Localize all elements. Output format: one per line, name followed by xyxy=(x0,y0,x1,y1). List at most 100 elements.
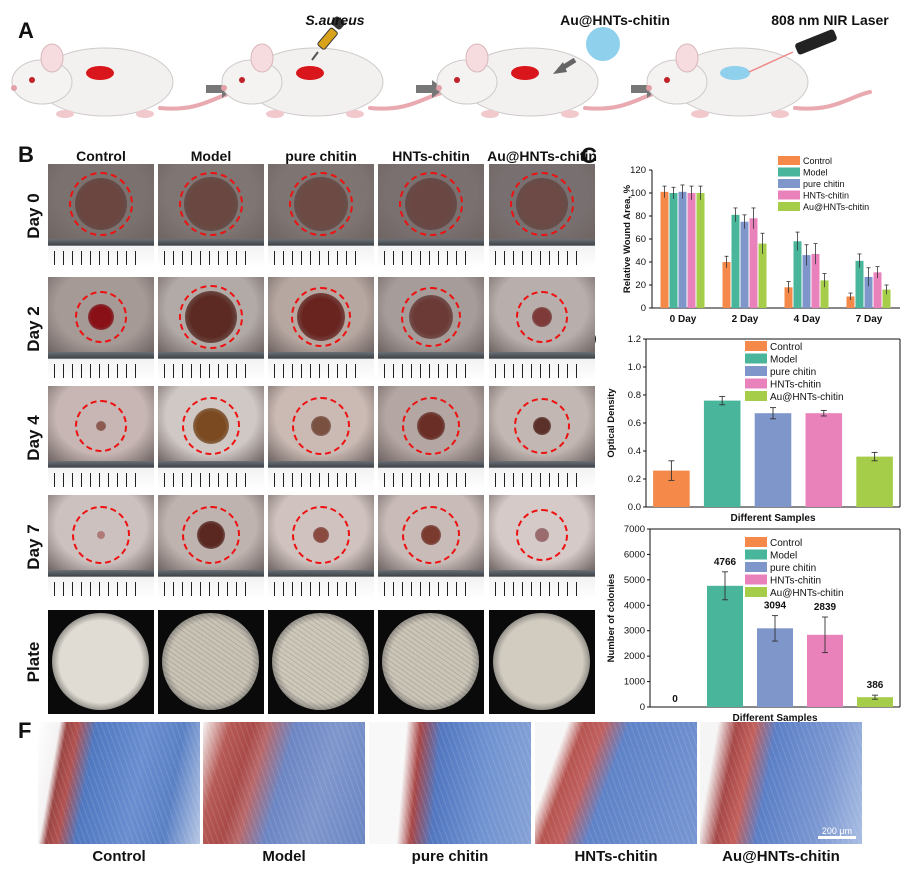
agar-plate-photo xyxy=(158,610,264,714)
y-tick-label: 0.6 xyxy=(628,418,641,429)
wound-mark xyxy=(511,66,539,80)
wound-photo xyxy=(48,277,154,381)
data-label: 2839 xyxy=(814,602,837,613)
wound-photo xyxy=(158,164,264,268)
data-label: 0 xyxy=(672,694,678,705)
bar xyxy=(864,276,873,308)
mouse-illustration-step-1 xyxy=(11,43,237,118)
dropper-icon xyxy=(311,16,345,61)
legend-label: Control xyxy=(803,156,832,166)
legend-label: HNTs-chitin xyxy=(770,380,821,391)
scale-bar-label: 200 μm xyxy=(821,826,853,836)
y-tick-label: 80 xyxy=(635,211,646,222)
y-tick-label: 6000 xyxy=(624,549,645,560)
wound-outline-circle xyxy=(510,171,574,236)
legend-swatch xyxy=(745,562,767,572)
legend-swatch xyxy=(745,366,767,376)
petri-dish xyxy=(52,613,149,710)
bar xyxy=(811,253,820,308)
legend-label: Control xyxy=(770,538,802,549)
legend-label: Model xyxy=(770,551,797,562)
bar xyxy=(802,255,811,308)
legend-swatch xyxy=(778,202,800,211)
petri-dish xyxy=(493,613,590,710)
panel-letter-a: A xyxy=(18,18,34,43)
legend-label: pure chitin xyxy=(803,179,845,189)
legend-swatch xyxy=(778,179,800,188)
bar xyxy=(696,193,705,308)
wound-outline-circle xyxy=(291,286,351,347)
wound-photo xyxy=(378,386,484,490)
panel-letter-b: B xyxy=(18,142,34,167)
legend-swatch xyxy=(778,167,800,177)
bar xyxy=(784,287,793,308)
laser-icon xyxy=(748,29,837,73)
x-tick-label: 7 Day xyxy=(856,314,883,325)
y-tick-label: 1000 xyxy=(624,677,645,688)
legend-label: HNTs-chitin xyxy=(770,576,821,587)
wound-outline-circle xyxy=(516,508,568,561)
y-tick-label: 0 xyxy=(640,702,645,713)
legend-label: pure chitin xyxy=(770,563,816,574)
wound-outline-circle xyxy=(69,171,133,236)
data-label: 4766 xyxy=(714,557,737,568)
x-axis-label: Different Samples xyxy=(730,513,815,524)
y-tick-label: 0.4 xyxy=(628,446,641,457)
y-tick-label: 60 xyxy=(635,234,646,245)
legend-swatch xyxy=(745,537,767,547)
wound-outline-circle xyxy=(72,505,130,564)
row-label: Day 2 xyxy=(24,306,43,352)
legend-swatch xyxy=(778,190,800,200)
bar xyxy=(722,262,731,308)
bar xyxy=(820,280,829,308)
bar xyxy=(793,241,802,308)
step-label-3: Au@HNTs-chitin xyxy=(560,12,670,28)
column-header: Model xyxy=(190,148,232,164)
bar xyxy=(754,413,792,507)
y-tick-label: 20 xyxy=(635,280,646,291)
wound-outline-circle xyxy=(402,505,460,564)
y-tick-label: 2000 xyxy=(624,651,645,662)
legend-swatch xyxy=(745,353,767,364)
wound-outline-circle xyxy=(182,396,240,455)
x-tick-label: 4 Day xyxy=(794,314,821,325)
wound-outline-circle xyxy=(292,396,350,455)
legend-swatch xyxy=(778,156,800,165)
row-label: Day 0 xyxy=(24,193,43,239)
x-axis-label: Different Samples xyxy=(732,713,817,724)
bar xyxy=(855,260,864,308)
y-tick-label: 1.0 xyxy=(628,362,641,373)
wound-outline-circle xyxy=(179,284,243,349)
histology-label: Model xyxy=(262,848,306,865)
legend-swatch xyxy=(745,574,767,585)
wound-photo xyxy=(158,277,264,381)
panel-b-wound-photos: Control Model pure chitin HNTs-chitin Au@HNT… xyxy=(0,140,597,715)
wound-photo xyxy=(158,386,264,490)
y-tick-label: 0.0 xyxy=(628,502,641,513)
bar xyxy=(846,296,855,308)
agar-plate-photo xyxy=(48,610,154,714)
bar xyxy=(749,218,758,308)
bar xyxy=(707,585,743,707)
agar-plate-photo xyxy=(489,610,595,714)
legend-label: Au@HNTs-chitin xyxy=(770,392,844,403)
y-tick-label: 3000 xyxy=(624,626,645,637)
y-tick-label: 7000 xyxy=(624,524,645,535)
wound-photo xyxy=(268,164,374,268)
wound-photo xyxy=(48,164,154,268)
legend-label: Au@HNTs-chitin xyxy=(770,588,844,599)
bar xyxy=(873,272,882,308)
legend-swatch xyxy=(745,549,767,560)
panel-letter-f: F xyxy=(18,718,32,743)
chart-c-relative-wound-area: 0 20 40 60 80 100 120 0 Day 2 Day 4 Day 7 Day Relat… xyxy=(622,156,900,325)
row-label-plate: Plate xyxy=(24,641,43,683)
bar xyxy=(703,400,741,507)
wound-outline-circle xyxy=(179,171,243,236)
legend-label: Model xyxy=(803,168,828,178)
agar-plate-photo xyxy=(378,610,484,714)
petri-dish xyxy=(382,613,479,710)
column-header: Au@HNTs-chitin xyxy=(487,148,597,164)
histology-image xyxy=(535,722,697,844)
column-header: pure chitin xyxy=(285,148,357,164)
bar xyxy=(805,413,843,507)
